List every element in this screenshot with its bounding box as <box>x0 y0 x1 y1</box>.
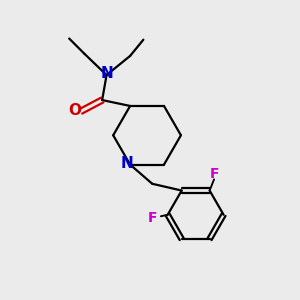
Text: N: N <box>120 156 133 171</box>
Text: O: O <box>68 103 81 118</box>
Text: F: F <box>148 211 158 225</box>
Text: F: F <box>209 167 219 181</box>
Text: N: N <box>100 66 113 81</box>
